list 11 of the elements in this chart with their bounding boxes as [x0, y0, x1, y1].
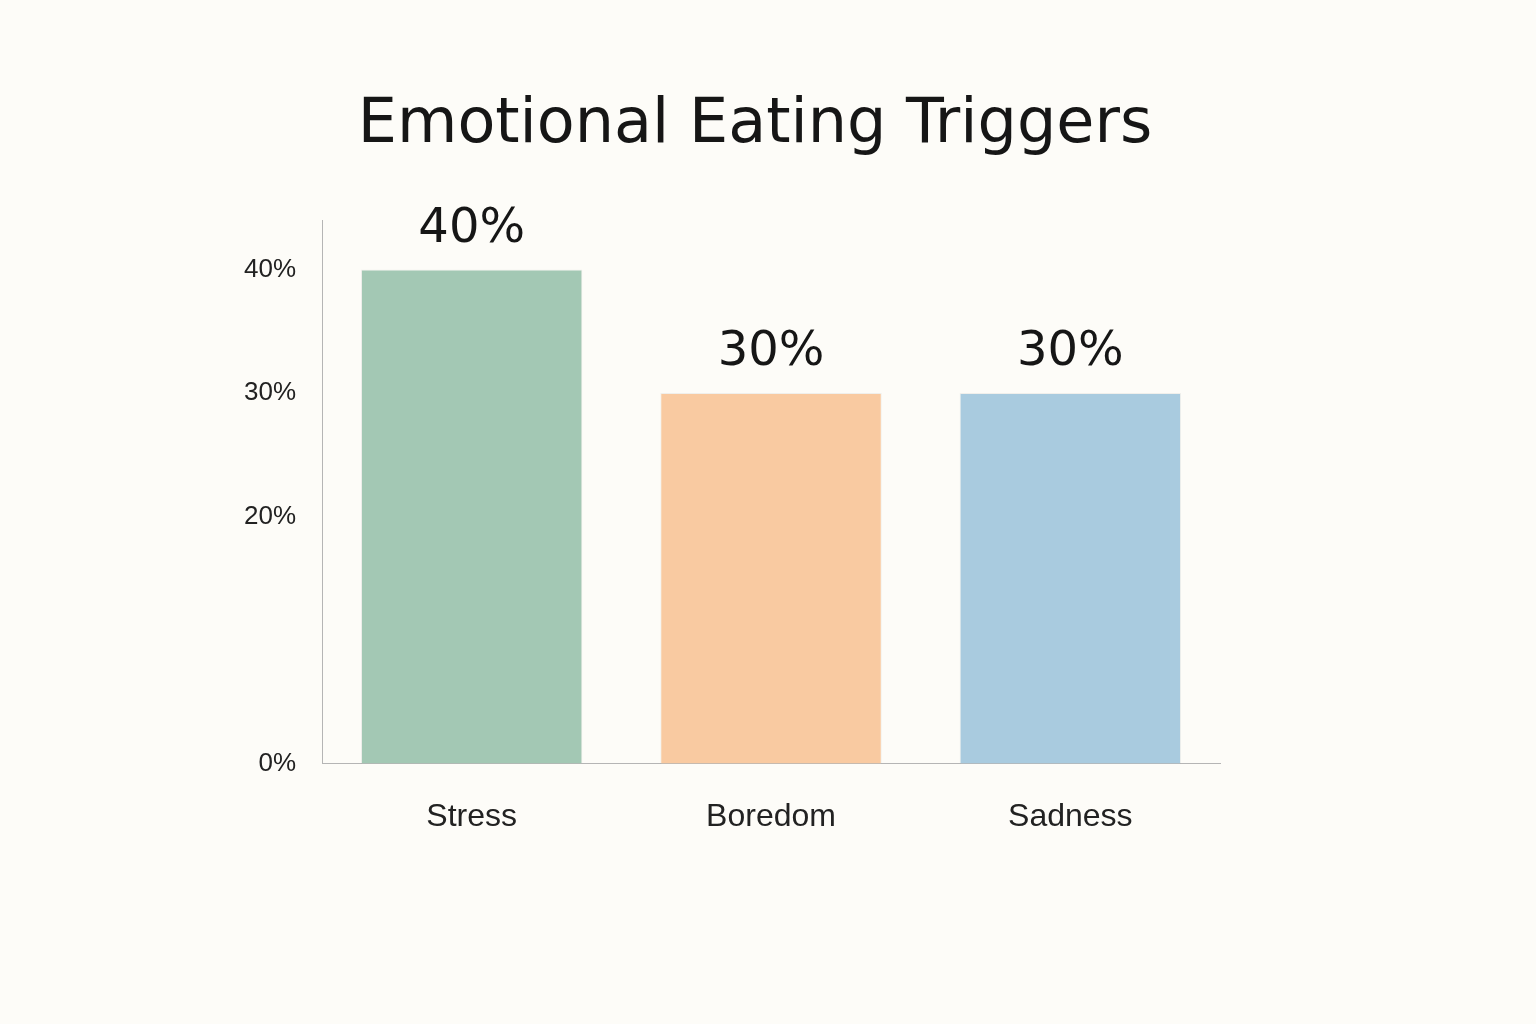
x-tick-label: Boredom — [706, 796, 836, 833]
y-tick-label: 30% — [243, 376, 297, 407]
x-tick-label: Sadness — [1008, 796, 1133, 833]
chart-title: Emotional Eating Triggers — [356, 84, 1154, 157]
y-tick-label: 0% — [258, 746, 297, 777]
y-tick-label: 40% — [243, 252, 297, 283]
y-tick-label: 20% — [243, 499, 297, 530]
data-label: 30% — [717, 320, 825, 377]
data-label: 30% — [1017, 320, 1124, 377]
x-tick-label: Stress — [426, 796, 518, 833]
data-label: 40% — [418, 196, 526, 253]
